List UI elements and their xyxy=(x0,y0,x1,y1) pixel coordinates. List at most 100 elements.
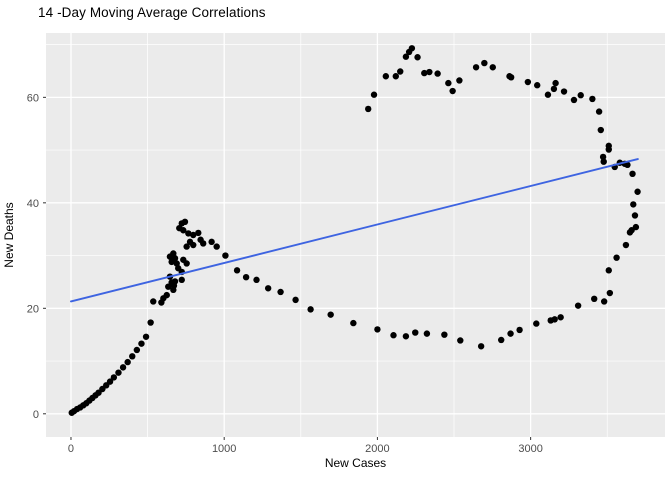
scatter-point xyxy=(185,230,192,237)
scatter-point xyxy=(498,336,505,344)
scatter-point xyxy=(595,108,603,115)
scatter-point xyxy=(233,267,241,274)
scatter-point xyxy=(392,73,399,80)
scatter-point xyxy=(600,298,608,305)
panel-background xyxy=(46,33,665,437)
scatter-point xyxy=(129,353,136,360)
scatter-point xyxy=(178,276,185,284)
scatter-point xyxy=(552,79,559,87)
scatter-point xyxy=(472,64,480,71)
scatter-point xyxy=(208,238,215,246)
scatter-point xyxy=(544,91,552,98)
y-tick-label: 60 xyxy=(27,92,39,104)
scatter-point xyxy=(242,273,250,281)
scatter-point xyxy=(634,188,641,195)
scatter-point xyxy=(327,311,334,318)
x-tick-label: 0 xyxy=(68,443,74,455)
y-axis-title: New Deaths xyxy=(2,202,16,268)
scatter-point xyxy=(365,105,372,113)
scatter-point xyxy=(190,231,197,239)
scatter-point xyxy=(180,227,187,234)
scatter-point xyxy=(253,276,260,284)
scatter-point xyxy=(507,330,514,337)
scatter-point xyxy=(171,278,179,285)
scatter-point xyxy=(119,364,127,371)
scatter-point xyxy=(632,223,640,231)
scatter-point xyxy=(550,85,558,93)
scatter-point xyxy=(421,69,428,77)
scatter-point xyxy=(534,82,541,89)
scatter-point xyxy=(481,59,488,67)
scatter-point xyxy=(147,319,154,326)
scatter-point xyxy=(397,68,404,75)
scatter-point xyxy=(426,68,433,76)
x-tick-label: 3000 xyxy=(518,443,542,455)
scatter-point xyxy=(374,326,381,333)
scatter-point xyxy=(557,314,564,321)
scatter-point xyxy=(138,340,145,347)
scatter-point xyxy=(150,298,157,305)
scatter-point xyxy=(124,358,131,366)
x-axis-title: New Cases xyxy=(324,456,387,470)
scatter-point xyxy=(370,91,378,98)
trend-line xyxy=(70,158,639,303)
scatter-point xyxy=(449,87,456,95)
scatter-point xyxy=(441,331,448,338)
scatter-point xyxy=(142,333,150,340)
scatter-point xyxy=(589,95,596,103)
scatter-point xyxy=(457,337,464,344)
scatter-point xyxy=(506,73,513,80)
chart-title: 14 -Day Moving Average Correlations xyxy=(38,5,266,20)
scatter-point xyxy=(414,54,421,61)
scatter-point xyxy=(181,218,189,226)
scatter-point xyxy=(423,330,431,337)
scatter-point xyxy=(477,343,485,350)
scatter-point xyxy=(591,295,598,303)
scatter-point xyxy=(631,212,639,219)
scatter-point xyxy=(350,319,357,327)
scatter-point xyxy=(190,241,197,249)
scatter-point xyxy=(597,126,605,134)
scatter-point xyxy=(405,48,413,56)
scatter-point xyxy=(183,243,190,250)
scatter-point xyxy=(115,369,122,376)
scatter-point xyxy=(434,70,441,77)
scatter-point xyxy=(622,241,630,249)
scatter-point xyxy=(292,296,299,304)
scatter-point xyxy=(412,329,419,336)
scatter-point xyxy=(264,285,272,292)
scatter-point xyxy=(382,73,390,80)
scatter-point xyxy=(489,64,496,71)
scatter-point xyxy=(630,201,637,208)
scatter-point xyxy=(200,240,207,247)
scatter-point xyxy=(171,255,179,262)
scatter-point xyxy=(110,374,118,381)
scatter-point xyxy=(574,302,582,309)
scatter-point xyxy=(599,153,607,161)
scatter-point xyxy=(277,288,284,296)
scatter-point xyxy=(183,260,190,267)
scatter-point xyxy=(577,92,584,99)
y-tick-label: 20 xyxy=(27,303,39,315)
scatter-point xyxy=(605,142,612,150)
scatter-point xyxy=(570,96,578,104)
scatter-point xyxy=(402,53,410,60)
scatter-point xyxy=(307,306,314,313)
scatter-point xyxy=(456,77,463,84)
scatter-point xyxy=(390,332,397,339)
x-tick-label: 1000 xyxy=(212,443,236,455)
scatter-point xyxy=(516,326,523,334)
scatter-point xyxy=(560,88,568,95)
scatter-point xyxy=(160,295,167,302)
scatter-point xyxy=(613,254,620,261)
scatter-point xyxy=(605,267,612,274)
scatter-point xyxy=(133,346,141,354)
x-tick-label: 2000 xyxy=(365,443,389,455)
scatter-point xyxy=(524,78,532,86)
y-tick-label: 40 xyxy=(27,198,39,210)
scatter-point xyxy=(445,79,452,87)
scatter-point xyxy=(195,229,202,237)
scatter-point xyxy=(222,252,229,259)
scatter-point xyxy=(106,378,114,385)
